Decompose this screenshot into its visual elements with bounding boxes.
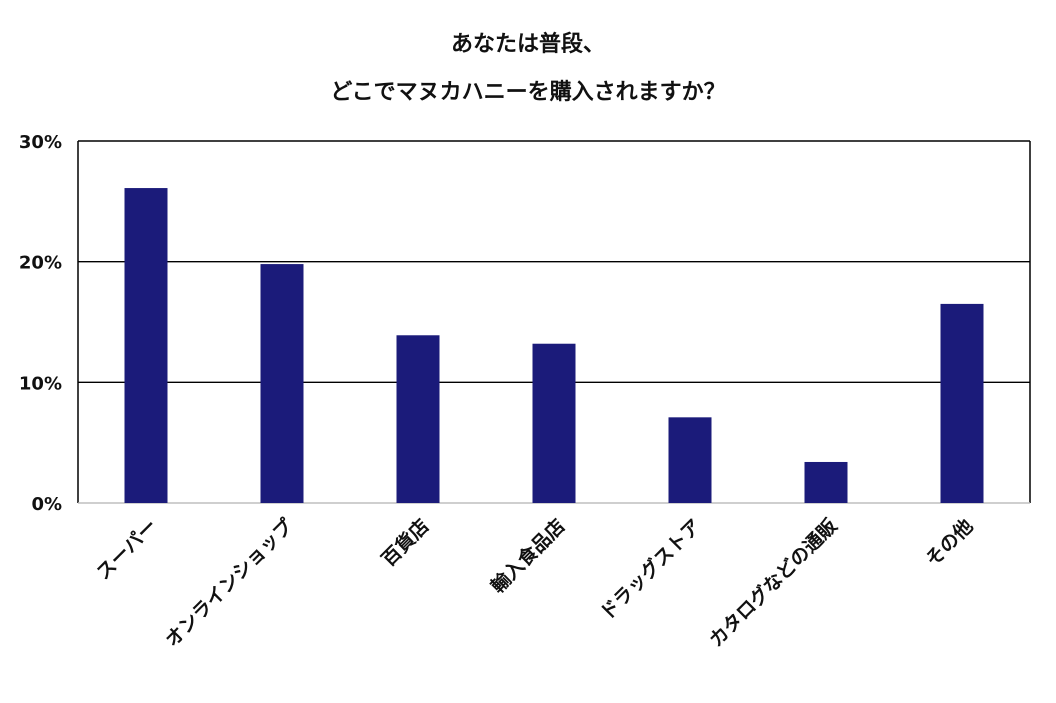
bar <box>532 343 576 503</box>
bar <box>804 461 848 503</box>
bar <box>668 417 712 503</box>
x-tick-label: オンラインショップ <box>160 514 298 652</box>
bar <box>124 188 168 503</box>
chart-title-line-2: どこでマヌカハニーを購入されますか？ <box>330 80 726 105</box>
bar <box>396 335 440 503</box>
bar <box>260 264 304 503</box>
x-tick-label: 百貨店 <box>377 514 434 571</box>
x-tick-label: カタログなどの通販 <box>704 514 842 652</box>
chart-title-line-1: あなたは普段、 <box>450 32 605 57</box>
x-tick-label: スーパー <box>92 515 161 584</box>
y-tick-label: 20% <box>19 253 62 274</box>
bar <box>940 303 984 503</box>
x-tick-label: 輸入食品店 <box>486 514 569 597</box>
y-tick-label: 10% <box>19 373 62 394</box>
x-tick-label: ドラッグストア <box>595 514 705 624</box>
y-tick-label: 0% <box>31 494 62 515</box>
y-tick-label: 30% <box>19 132 62 153</box>
x-tick-label: その他 <box>921 514 978 571</box>
